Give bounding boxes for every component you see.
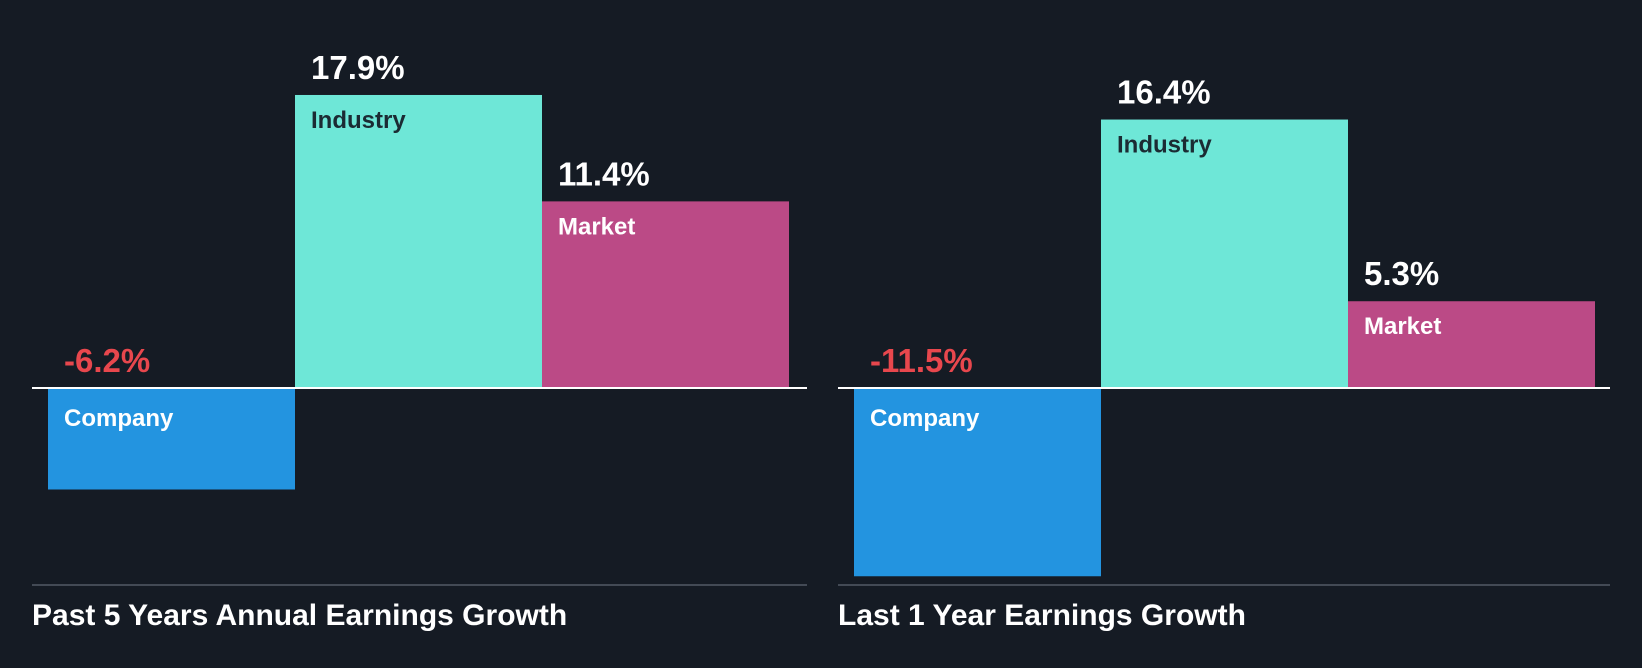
bar-market (542, 201, 789, 388)
bar-company (48, 388, 295, 490)
bar-category-label-market: Market (558, 213, 635, 240)
bar-category-label-industry: Industry (1117, 132, 1212, 159)
chart-title: Past 5 Years Annual Earnings Growth (32, 599, 567, 632)
bar-industry (295, 94, 542, 389)
bar-value-label-industry: 17.9% (311, 49, 405, 86)
bar-category-label-industry: Industry (311, 107, 406, 134)
bar-category-label-market: Market (1364, 313, 1441, 340)
bar-category-label-company: Company (64, 405, 174, 432)
bar-value-label-market: 5.3% (1364, 255, 1439, 292)
bar-market (1348, 301, 1595, 388)
bar-value-label-company: -6.2% (64, 342, 150, 379)
bar-value-label-market: 11.4% (558, 155, 650, 192)
bar-value-label-company: -11.5% (870, 342, 973, 379)
chart-title: Last 1 Year Earnings Growth (838, 599, 1246, 632)
chart-panel-2: Company -11.5% Industry 16.4% Market 5.3% Last… (838, 74, 1610, 632)
bar-category-label-company: Company (870, 405, 980, 432)
bar-value-label-industry: 16.4% (1117, 74, 1211, 111)
chart-panel-1: Company -6.2% Industry 17.9% Market 11.4% Past… (32, 49, 807, 632)
bar-company (854, 388, 1101, 577)
bar-industry (1101, 119, 1348, 389)
